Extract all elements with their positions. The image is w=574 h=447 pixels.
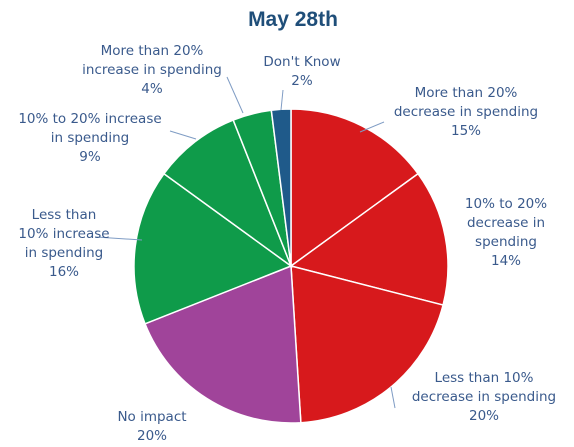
leader-line-5 bbox=[169, 130, 197, 140]
slice-label-1-line-0: 10% to 20% bbox=[465, 196, 547, 212]
slice-label-6: More than 20% increase in spending 4% bbox=[82, 43, 222, 97]
leader-line-4 bbox=[95, 236, 143, 241]
slice-label-5-line-0: 10% to 20% increase bbox=[18, 111, 161, 127]
pie-slice-0 bbox=[290, 108, 420, 268]
pie-slice-2 bbox=[290, 265, 444, 424]
slice-label-3: No impact 20% bbox=[117, 409, 186, 444]
slice-label-6-line-0: More than 20% bbox=[101, 43, 204, 59]
pie-slice-3 bbox=[144, 264, 302, 424]
slice-label-1-line-3: 14% bbox=[491, 253, 521, 269]
slice-label-0-line-1: decrease in spending bbox=[394, 104, 538, 120]
leader-line-6 bbox=[226, 76, 244, 114]
slice-label-4-line-1: 10% increase bbox=[18, 226, 109, 242]
slice-label-4: Less than 10% increase in spending 16% bbox=[18, 207, 109, 280]
slice-label-5-line-2: 9% bbox=[79, 149, 101, 165]
slice-label-0-line-0: More than 20% bbox=[415, 85, 518, 101]
slice-label-4-line-0: Less than bbox=[32, 207, 97, 223]
slice-labels: More than 20% decrease in spending 15% 10% … bbox=[18, 43, 556, 444]
slice-label-5-line-1: in spending bbox=[51, 130, 130, 146]
slice-label-3-line-1: 20% bbox=[137, 428, 167, 444]
pie-slice-1 bbox=[289, 172, 449, 306]
slice-label-2-line-1: decrease in spending bbox=[412, 389, 556, 405]
slice-label-1-line-2: spending bbox=[475, 234, 537, 250]
slice-label-7-line-1: 2% bbox=[291, 73, 313, 89]
pie-slice-5 bbox=[162, 119, 293, 269]
slice-label-1-line-1: decrease in bbox=[467, 215, 545, 231]
leader-line-2 bbox=[390, 386, 396, 409]
slice-label-2-line-0: Less than 10% bbox=[435, 370, 534, 386]
slice-label-6-line-2: 4% bbox=[141, 81, 163, 97]
slice-label-0: More than 20% decrease in spending 15% bbox=[394, 85, 538, 139]
slice-label-1: 10% to 20% decrease in spending 14% bbox=[465, 196, 547, 269]
leader-line-0 bbox=[359, 121, 385, 133]
pie-slice-4 bbox=[133, 172, 293, 325]
leader-line-7 bbox=[280, 89, 284, 111]
slice-label-5: 10% to 20% increase in spending 9% bbox=[18, 111, 161, 165]
slice-label-3-line-0: No impact bbox=[117, 409, 186, 425]
slice-label-7: Don't Know 2% bbox=[263, 54, 340, 89]
slice-label-2: Less than 10% decrease in spending 20% bbox=[412, 370, 556, 424]
label-leaders bbox=[95, 76, 396, 409]
slice-label-7-line-0: Don't Know bbox=[263, 54, 340, 70]
slice-label-6-line-1: increase in spending bbox=[82, 62, 222, 78]
slice-label-4-line-2: in spending bbox=[25, 245, 104, 261]
slice-label-0-line-2: 15% bbox=[451, 123, 481, 139]
slice-label-2-line-2: 20% bbox=[469, 408, 499, 424]
slice-label-4-line-3: 16% bbox=[49, 264, 79, 280]
pie-slices bbox=[133, 108, 449, 424]
chart-title: May 28th bbox=[248, 8, 338, 31]
